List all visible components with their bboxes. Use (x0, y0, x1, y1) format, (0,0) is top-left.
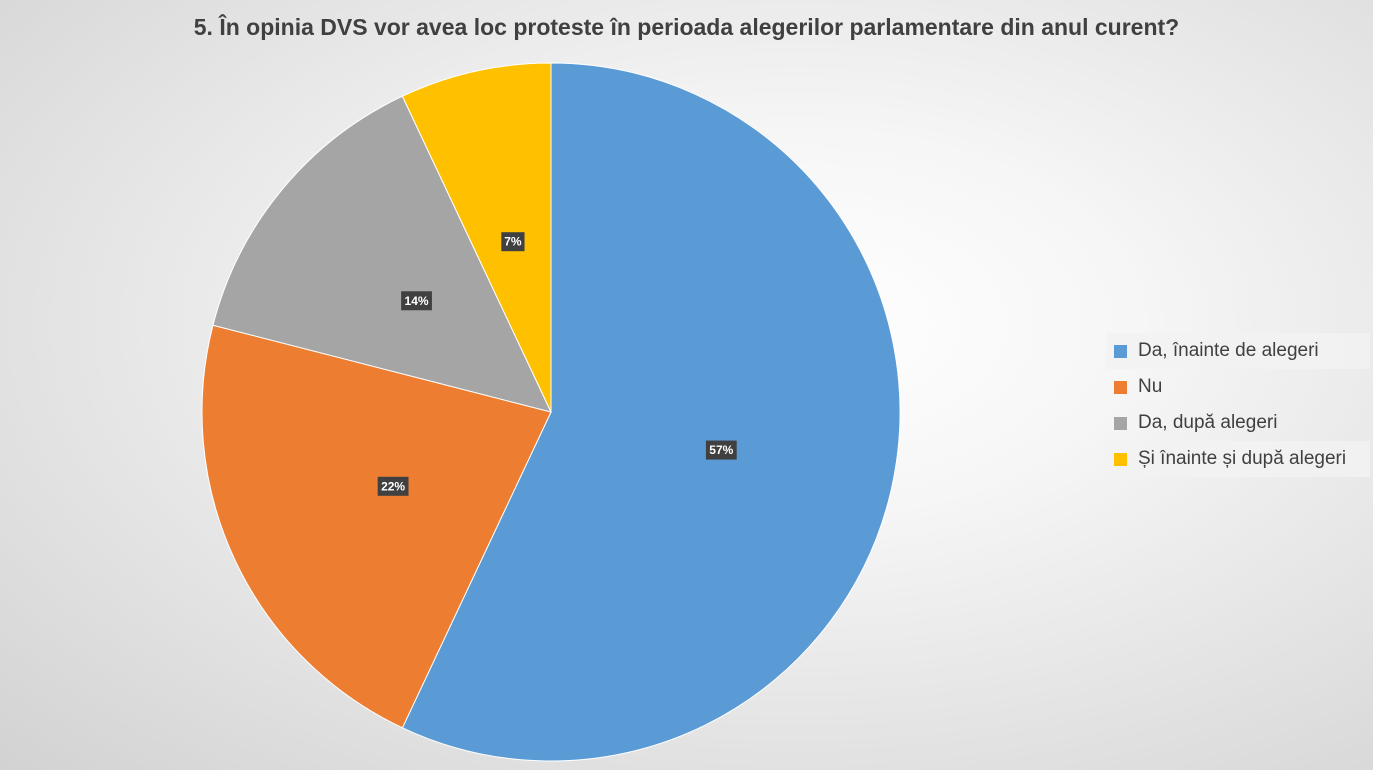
pie-slice-4 (401, 62, 552, 413)
pie-slice-2 (201, 324, 552, 729)
data-label-1: 57% (705, 440, 737, 460)
legend-label: Nu (1138, 376, 1163, 397)
legend-swatch-icon (1114, 452, 1127, 466)
legend-item-nu: Nu (1106, 369, 1370, 405)
data-label-3: 14% (401, 291, 432, 311)
legend-item-da-inainte: Da, înainte de alegeri (1106, 333, 1370, 369)
legend-swatch-icon (1114, 344, 1127, 358)
svg-text:57%: 57% (709, 443, 733, 457)
legend-item-si-inainte-si-dupa: Și înainte și după alegeri (1106, 441, 1370, 477)
pie-slice-1 (401, 62, 901, 762)
svg-text:7%: 7% (504, 235, 522, 249)
legend-label: Da, după alegeri (1138, 412, 1278, 433)
data-label-4: 7% (501, 232, 525, 252)
legend-item-da-dupa: Da, după alegeri (1106, 405, 1370, 441)
legend-swatch-icon (1114, 380, 1127, 394)
data-label-2: 22% (377, 476, 409, 496)
svg-text:14%: 14% (405, 294, 429, 308)
chart-title: 5. În opinia DVS vor avea loc proteste î… (193, 14, 1180, 40)
legend-label: Da, înainte de alegeri (1138, 340, 1319, 361)
legend-label: Și înainte și după alegeri (1138, 448, 1347, 469)
legend-swatch-icon (1114, 416, 1127, 430)
chart-legend: Da, înainte de alegeri Nu Da, după alege… (1106, 333, 1370, 477)
pie-slice-3 (212, 95, 552, 413)
svg-text:22%: 22% (381, 479, 405, 493)
